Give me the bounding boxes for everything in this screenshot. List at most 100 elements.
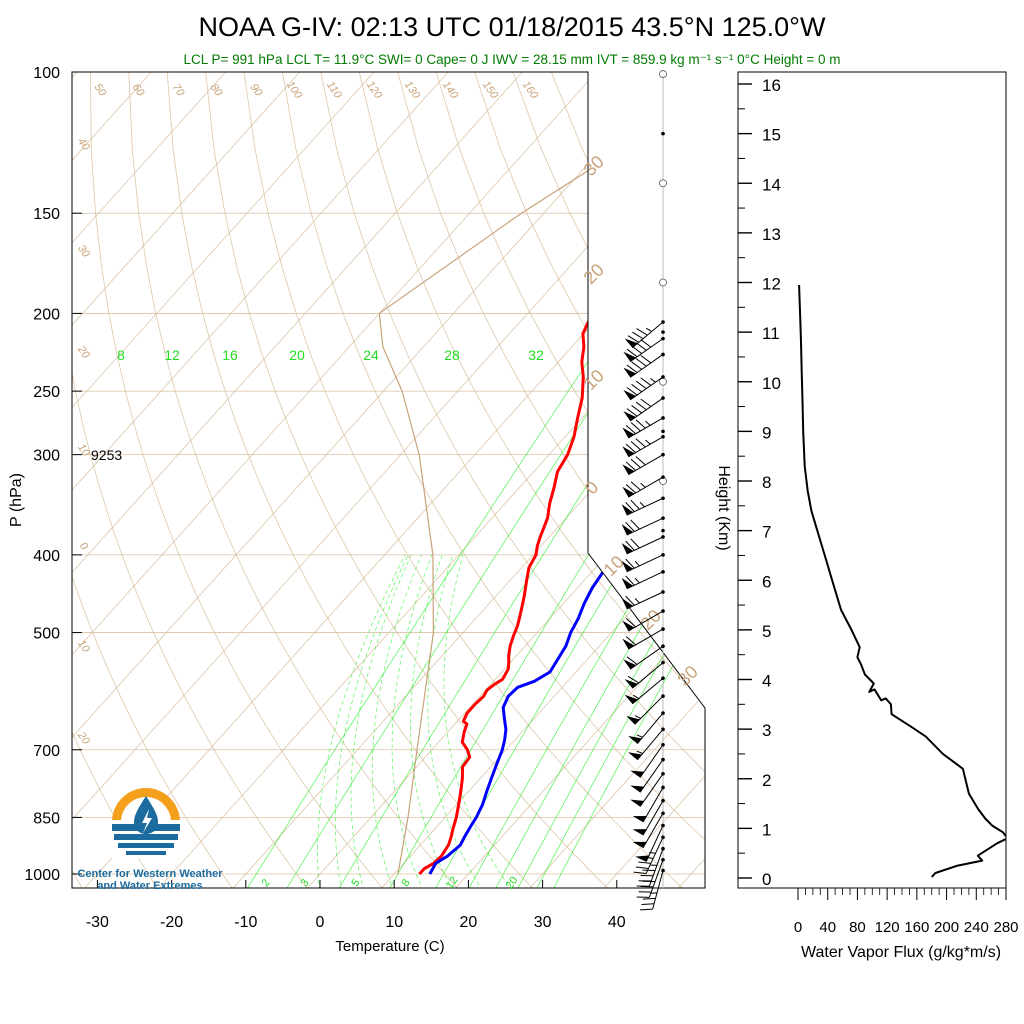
wind-barb-dot [661, 711, 665, 715]
wind-barb-staff [628, 436, 664, 458]
wvf-tick-label: 40 [819, 919, 836, 936]
height-tick-label: 2 [762, 771, 771, 790]
dry-adiabat-line [627, 72, 705, 888]
cw3e-logo: Center for Western Weather and Water Ext… [70, 782, 230, 894]
height-tick-label: 1 [762, 820, 771, 839]
wind-barb [635, 823, 665, 862]
wind-barb [621, 496, 665, 516]
isotherm-label-right: 30 [580, 152, 608, 180]
wind-barb-full [631, 345, 642, 354]
height-tick-label: 16 [762, 76, 781, 95]
skewt-frame [71, 71, 706, 889]
wind-barb-full [625, 484, 636, 494]
wind-barb-staff [628, 454, 664, 476]
wind-barb-dot [661, 846, 665, 851]
wind-barb-dot [661, 823, 665, 828]
height-tick-label: 4 [762, 672, 771, 691]
wind-barb-full [625, 558, 635, 569]
isotherm-line [452, 72, 705, 888]
dry-adiabat-line [550, 72, 705, 888]
height-tick-label: 0 [762, 870, 771, 889]
wind-barb-half [634, 577, 640, 584]
wind-barb-full [641, 903, 655, 905]
pressure-tick-label: 250 [33, 384, 60, 401]
dry-adiabat-label: 90 [248, 82, 265, 100]
height-tick-label: 12 [762, 275, 781, 294]
isotherm-label-right: 20 [580, 260, 608, 288]
wind-barb-dot [661, 627, 665, 631]
wind-panel [621, 70, 667, 911]
wind-barb-full [630, 458, 641, 469]
dry-adiabat-label: 60 [130, 82, 147, 100]
moist-adiabat-line [391, 554, 433, 888]
wind-barb-dot [661, 553, 665, 557]
temperature-tick-label: 40 [608, 914, 626, 931]
temperature-tick-label: 10 [385, 914, 403, 931]
wind-barb-full [635, 456, 646, 466]
dry-adiabat-label: 120 [364, 79, 385, 102]
wind-barb-full [627, 335, 640, 343]
wind-barb [632, 811, 665, 849]
wind-barb-dot [661, 771, 665, 776]
wind-barb-flag [622, 427, 635, 438]
wind-barb-full [625, 502, 635, 512]
wind-barb [621, 553, 665, 573]
wind-barb-full [625, 575, 635, 586]
wind-barb-full [631, 361, 642, 370]
mixing-ratio-label: 32 [528, 347, 544, 363]
wind-barb [628, 727, 665, 761]
isotherm-label-left: 0 [77, 540, 91, 553]
wind-barb-staff [628, 610, 664, 632]
wind-barb-full [640, 856, 654, 859]
wind-barb-staff [629, 645, 664, 670]
wind-barb-flag [621, 543, 634, 554]
wvf-tick-label: 200 [934, 919, 959, 936]
dry-adiabat-line [743, 72, 1024, 891]
height-tick-label: 13 [762, 225, 781, 244]
isotherm-label-right: 30 [674, 662, 702, 690]
wind-barb-full [640, 377, 652, 386]
wind-barb-dot [661, 496, 665, 501]
mixing-ratio-label-lower: 8 [399, 877, 412, 889]
wind-barb-dot [661, 590, 665, 594]
wind-barb-flag [621, 560, 634, 572]
moist-adiabat-line [443, 554, 513, 888]
wind-barb-half [646, 327, 652, 332]
station-label: 9253 [91, 447, 122, 463]
wind-barb [622, 475, 665, 498]
dry-adiabat-line [397, 72, 705, 888]
dry-adiabat-line [704, 72, 705, 888]
wind-barb-full [626, 656, 638, 665]
mixing-ratio-label: 12 [164, 347, 180, 363]
isotherm-label-left: 10 [75, 638, 92, 656]
dry-adiabat-line [320, 72, 705, 888]
wind-barb-full [640, 339, 652, 348]
wind-barb-full [627, 675, 640, 684]
dry-adiabat-line [128, 72, 461, 888]
wind-barb-full [630, 422, 641, 432]
wind-barb-full [630, 499, 640, 510]
wind-barb-staff [629, 376, 664, 401]
dry-adiabat-line [166, 72, 536, 888]
wind-barb-flag [621, 577, 634, 589]
wind-barb-staff [639, 744, 664, 778]
wind-barb-full [625, 636, 636, 646]
wind-barb-half [645, 420, 651, 426]
wind-barb [621, 535, 665, 555]
wind-barb-full [625, 540, 635, 551]
wvf-frame [737, 71, 1007, 889]
mixing-ratio-label-lower: 20 [504, 875, 521, 892]
wind-barb [639, 868, 665, 911]
chart-title: NOAA G-IV: 02:13 UTC 01/18/2015 43.5°N 1… [199, 12, 826, 42]
wind-barb-full [635, 866, 649, 869]
wind-barb [630, 742, 665, 778]
wind-barb-dot [661, 757, 665, 762]
wind-barb-full [626, 348, 638, 358]
wind-barb-staff [639, 773, 664, 807]
parcel-line [378, 72, 705, 875]
pressure-tick-label: 850 [33, 810, 60, 827]
moist-adiabat-line [427, 554, 484, 888]
wind-barb [636, 857, 665, 898]
wind-barb-staff [628, 628, 664, 650]
